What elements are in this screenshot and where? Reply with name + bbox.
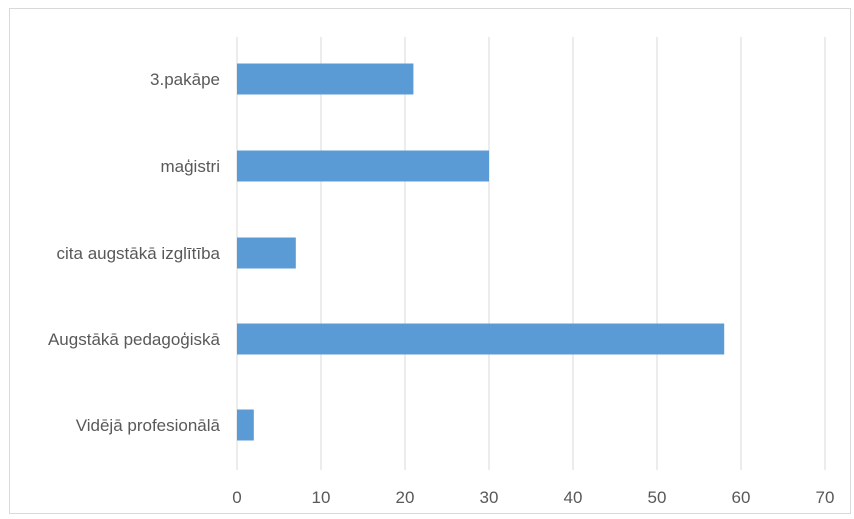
x-tick-label: 60	[732, 488, 751, 507]
x-tick-label: 40	[564, 488, 583, 507]
gridlines	[236, 37, 826, 470]
chart-frame	[9, 8, 851, 514]
x-tick-label: 0	[232, 488, 241, 507]
category-label: Augstākā pedagoģiskā	[48, 330, 221, 349]
x-tick-label: 30	[480, 488, 499, 507]
bar	[237, 237, 296, 269]
category-label: cita augstākā izglītība	[57, 244, 221, 263]
x-tick-label: 70	[816, 488, 835, 507]
category-labels: 3.pakāpe maģistri cita augstākā izglītība A…	[48, 70, 221, 435]
x-tick-label: 50	[648, 488, 667, 507]
category-label: Vidējā profesionālā	[76, 416, 221, 435]
category-label: 3.pakāpe	[150, 70, 220, 89]
bars	[237, 63, 725, 441]
bar	[237, 323, 725, 355]
category-label: maģistri	[160, 157, 220, 176]
bar	[237, 63, 414, 95]
bar	[237, 409, 254, 441]
x-tick-labels: 0 10 20 30 40 50 60 70	[232, 488, 834, 507]
x-tick-label: 10	[312, 488, 331, 507]
bar	[237, 150, 489, 182]
x-tick-label: 20	[396, 488, 415, 507]
